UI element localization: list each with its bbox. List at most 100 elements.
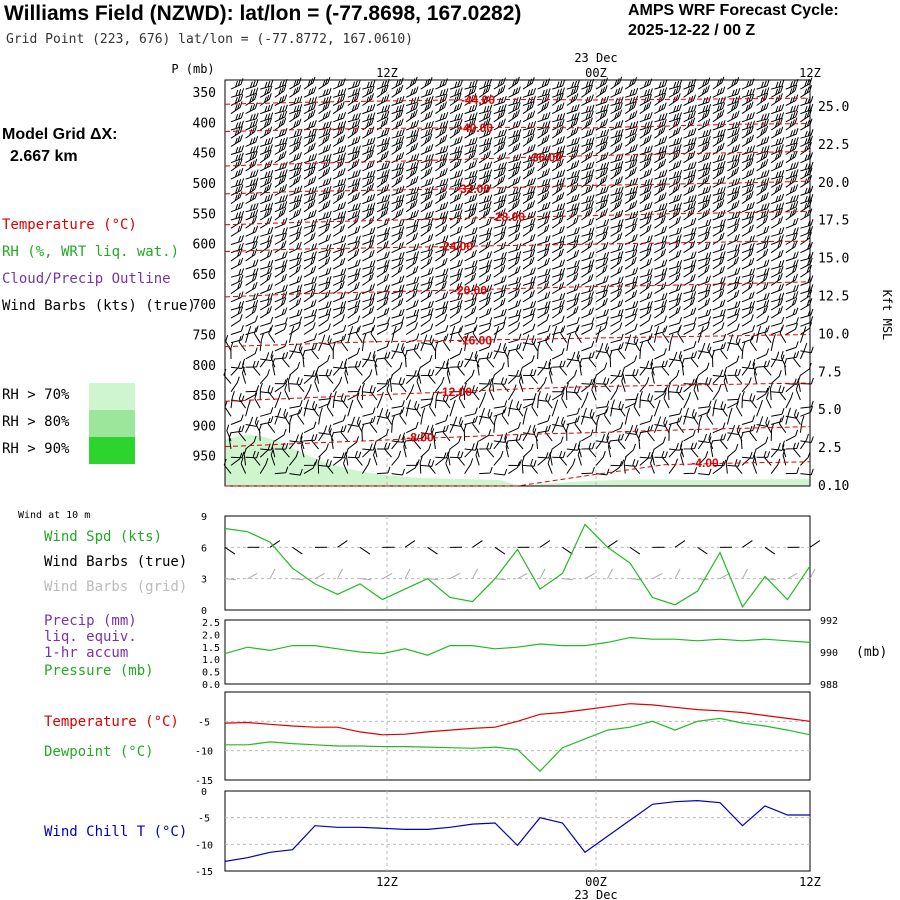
isotherm-label: -28.00 bbox=[491, 210, 525, 224]
isotherm-line bbox=[224, 382, 811, 402]
rh-legend-70: RH > 70% bbox=[2, 387, 70, 403]
legend-precip: Precip (mm) bbox=[44, 613, 137, 629]
isotherm-label: -12.00 bbox=[438, 385, 472, 399]
isotherm-line bbox=[224, 281, 811, 298]
isotherm-line bbox=[224, 151, 811, 167]
top-time-12z-b: 12Z bbox=[799, 66, 821, 80]
pressure-tick: 350 bbox=[193, 86, 216, 101]
isotherm-line bbox=[224, 211, 811, 226]
pressure-line bbox=[224, 636, 811, 656]
legend-rh: RH (%, WRT liq. wat.) bbox=[2, 244, 180, 260]
isotherm-line bbox=[224, 180, 811, 195]
legend-temp2: Temperature (°C) bbox=[44, 714, 179, 730]
rh-fill-right bbox=[520, 479, 810, 486]
isotherm-label: -44.00 bbox=[461, 93, 495, 107]
wind-barb-field bbox=[223, 76, 814, 476]
rh-legend-90: RH > 90% bbox=[2, 441, 70, 457]
top-date-label: 23 Dec bbox=[574, 51, 617, 65]
precip-ytick: 1.0 bbox=[202, 655, 220, 666]
height-tick: 15.0 bbox=[818, 252, 849, 267]
pressure-tick: 800 bbox=[193, 359, 216, 374]
height-tick: 10.0 bbox=[818, 327, 849, 342]
height-tick: 0.10 bbox=[818, 479, 849, 494]
precip-ytick: 2.0 bbox=[202, 630, 220, 641]
pressure-unit: (mb) bbox=[856, 645, 887, 660]
precip-ytick: 0.0 bbox=[202, 680, 220, 691]
isotherm-label: -40.00 bbox=[459, 121, 493, 135]
height-tick: 22.5 bbox=[818, 138, 849, 153]
height-tick: 7.5 bbox=[818, 365, 841, 380]
wind-ytick: 3 bbox=[201, 575, 207, 586]
isotherm-line bbox=[225, 461, 811, 487]
legend-wind-speed: Wind Spd (kts) bbox=[44, 529, 163, 545]
height-tick: 5.0 bbox=[818, 403, 841, 418]
pressure-tick: 950 bbox=[193, 450, 216, 465]
pressure-tick: 850 bbox=[193, 389, 216, 404]
bottom-time-12z-a: 12Z bbox=[376, 875, 398, 889]
temp-ytick: -15 bbox=[195, 776, 213, 787]
wind-ytick: 6 bbox=[201, 543, 207, 554]
wind-barbs bbox=[223, 76, 814, 476]
page-title: Williams Field (NZWD): lat/lon = (-77.86… bbox=[4, 2, 522, 25]
wind-barbs-grid bbox=[224, 568, 816, 581]
wind-speed-line bbox=[224, 523, 811, 609]
precip-ytick: 0.5 bbox=[202, 668, 220, 679]
bottom-date-label: 23 Dec bbox=[574, 888, 617, 900]
grid-point-subtitle: Grid Point (223, 676) lat/lon = (-77.877… bbox=[6, 32, 413, 47]
pressure-tick: 650 bbox=[193, 268, 216, 283]
legend-wind-chill: Wind Chill T (°C) bbox=[44, 824, 188, 840]
legend-wind-barbs: Wind Barbs (kts) (true) bbox=[2, 298, 196, 314]
sounding-ylabel-right: Kft MSL bbox=[880, 290, 894, 341]
rh-swatch bbox=[89, 383, 135, 410]
legend-cloud: Cloud/Precip Outline bbox=[2, 271, 171, 287]
pressure-tick: 450 bbox=[193, 147, 216, 162]
chill-ytick: -10 bbox=[195, 840, 213, 851]
forecast-cycle-label: AMPS WRF Forecast Cycle: bbox=[628, 2, 839, 19]
height-tick: 12.5 bbox=[818, 290, 849, 305]
temperature-line bbox=[224, 703, 811, 736]
legend-dewpoint: Dewpoint (°C) bbox=[44, 744, 154, 760]
pressure-tick: 550 bbox=[193, 207, 216, 222]
legend-barbs-grid: Wind Barbs (grid) bbox=[44, 579, 188, 595]
pressure-tick: 600 bbox=[193, 238, 216, 253]
chill-ytick: 0 bbox=[201, 787, 207, 798]
forecast-cycle-value: 2025-12-22 / 00 Z bbox=[628, 22, 756, 39]
isotherm-label: -32.00 bbox=[456, 182, 490, 196]
pressure-tick: 900 bbox=[193, 419, 216, 434]
top-time-12z-a: 12Z bbox=[376, 66, 398, 80]
model-grid-label: Model Grid ΔX: bbox=[2, 126, 118, 143]
top-time-00z: 00Z bbox=[585, 66, 607, 80]
sounding-ylabel: P (mb) bbox=[171, 62, 214, 76]
pressure-frame bbox=[224, 619, 811, 685]
precip-ytick: 2.5 bbox=[202, 618, 220, 629]
pressure-ytick: 992 bbox=[820, 616, 838, 627]
height-tick: 25.0 bbox=[818, 100, 849, 115]
rh-legend-80: RH > 80% bbox=[2, 414, 70, 430]
isotherm-line bbox=[224, 426, 811, 448]
model-grid-value: 2.667 km bbox=[10, 148, 78, 165]
temp-ytick: -5 bbox=[198, 717, 210, 728]
rh-fill-70 bbox=[225, 435, 520, 486]
legend-precip-accum: 1-hr accum bbox=[44, 645, 129, 661]
bottom-time-00z: 00Z bbox=[585, 875, 607, 889]
chill-ytick: -15 bbox=[195, 867, 213, 878]
isotherm-line bbox=[224, 334, 811, 348]
isotherm-label: -4.00 bbox=[691, 456, 719, 470]
wind-chill-line bbox=[224, 799, 810, 862]
rh-swatch bbox=[89, 410, 135, 437]
chill-ytick: -5 bbox=[198, 814, 210, 825]
temp-ytick: -10 bbox=[195, 747, 213, 758]
isotherm-line bbox=[224, 97, 811, 105]
pressure-tick: 400 bbox=[193, 116, 216, 131]
chill-frame bbox=[224, 790, 811, 872]
legend-temperature: Temperature (°C) bbox=[2, 217, 137, 233]
pressure-ytick: 990 bbox=[820, 648, 838, 659]
isotherm-line bbox=[224, 240, 811, 252]
isotherm-label: -8.00 bbox=[406, 431, 434, 445]
legend-precip-liq: liq. equiv. bbox=[44, 629, 137, 645]
wind-ytick: 0 bbox=[201, 606, 207, 617]
pressure-ytick: 988 bbox=[820, 680, 838, 691]
dewpoint-line bbox=[225, 717, 811, 773]
height-tick: 17.5 bbox=[818, 214, 849, 229]
